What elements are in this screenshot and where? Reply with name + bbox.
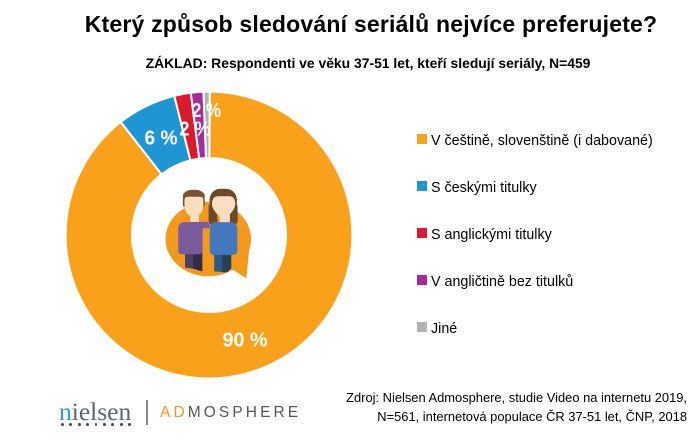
svg-text:90 %: 90 % — [223, 329, 268, 352]
svg-text:2 %: 2 % — [192, 99, 221, 122]
svg-text:6 %: 6 % — [145, 127, 178, 150]
svg-text:2 %: 2 % — [180, 118, 211, 141]
